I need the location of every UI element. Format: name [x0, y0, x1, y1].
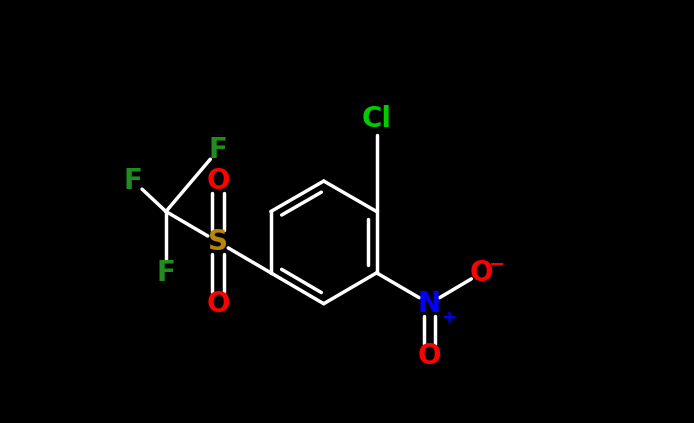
Text: O: O: [470, 259, 493, 287]
Text: −: −: [489, 255, 505, 274]
Text: F: F: [124, 167, 143, 195]
Text: O: O: [206, 290, 230, 318]
Text: F: F: [209, 136, 228, 164]
Text: +: +: [441, 309, 456, 327]
Text: N: N: [418, 290, 441, 318]
Text: O: O: [206, 167, 230, 195]
Text: Cl: Cl: [362, 105, 391, 133]
Text: S: S: [208, 228, 228, 256]
Text: F: F: [157, 259, 176, 287]
Text: O: O: [418, 342, 441, 370]
